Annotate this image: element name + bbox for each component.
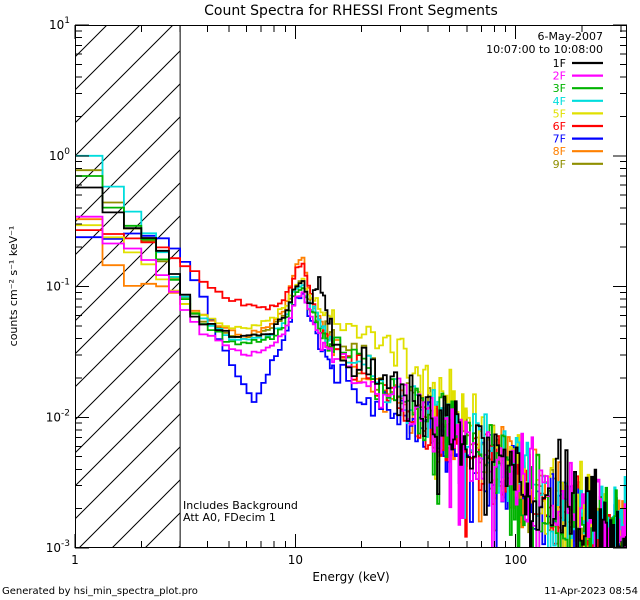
series-group bbox=[75, 154, 627, 548]
legend-label-3F: 3F bbox=[553, 82, 566, 95]
legend-entry-1F: 1F bbox=[553, 57, 603, 70]
legend-entry-7F: 7F bbox=[553, 133, 603, 146]
legend-label-1F: 1F bbox=[553, 57, 566, 70]
attenuator-note: Att A0, FDecim 1 bbox=[183, 511, 276, 524]
svg-text:10-3: 10-3 bbox=[46, 539, 70, 555]
svg-text:100: 100 bbox=[504, 553, 527, 567]
generation-timestamp: 11-Apr-2023 08:54 bbox=[544, 586, 638, 597]
svg-text:1: 1 bbox=[71, 553, 79, 567]
legend-label-9F: 9F bbox=[553, 158, 566, 171]
svg-text:10-1: 10-1 bbox=[46, 278, 70, 294]
legend-entry-4F: 4F bbox=[553, 95, 603, 108]
legend-label-5F: 5F bbox=[553, 107, 566, 120]
legend-entry-8F: 8F bbox=[553, 145, 603, 158]
legend-label-2F: 2F bbox=[553, 70, 566, 83]
date-annotation: 6-May-2007 bbox=[537, 30, 603, 43]
x-axis-label: Energy (keV) bbox=[312, 570, 390, 584]
svg-text:10-2: 10-2 bbox=[46, 408, 70, 424]
legend-entry-2F: 2F bbox=[553, 70, 603, 83]
legend-label-4F: 4F bbox=[553, 95, 566, 108]
svg-text:101: 101 bbox=[49, 16, 70, 32]
generator-credit: Generated by hsi_min_spectra_plot.pro bbox=[2, 586, 198, 597]
axis-tick-labels: 1 10 100 101 100 10-1 10-2 10-3 bbox=[46, 16, 527, 567]
series-2F bbox=[75, 215, 627, 548]
chart-title: Count Spectra for RHESSI Front Segments bbox=[204, 3, 498, 19]
svg-text:10: 10 bbox=[288, 553, 303, 567]
legend-label-7F: 7F bbox=[553, 133, 566, 146]
legend-label-6F: 6F bbox=[553, 120, 566, 133]
time-range-annotation: 10:07:00 to 10:08:00 bbox=[486, 43, 603, 56]
legend-entry-3F: 3F bbox=[553, 82, 603, 95]
axis-ticks bbox=[74, 24, 627, 549]
legend-entry-9F: 9F bbox=[553, 158, 603, 171]
background-note: Includes Background bbox=[183, 499, 298, 512]
svg-text:100: 100 bbox=[49, 147, 70, 163]
legend-label-8F: 8F bbox=[553, 145, 566, 158]
y-axis-label: counts cm⁻² s⁻¹ keV⁻¹ bbox=[7, 225, 20, 347]
legend-entry-5F: 5F bbox=[553, 107, 603, 120]
series-1F bbox=[75, 186, 627, 548]
legend-entry-6F: 6F bbox=[553, 120, 603, 133]
